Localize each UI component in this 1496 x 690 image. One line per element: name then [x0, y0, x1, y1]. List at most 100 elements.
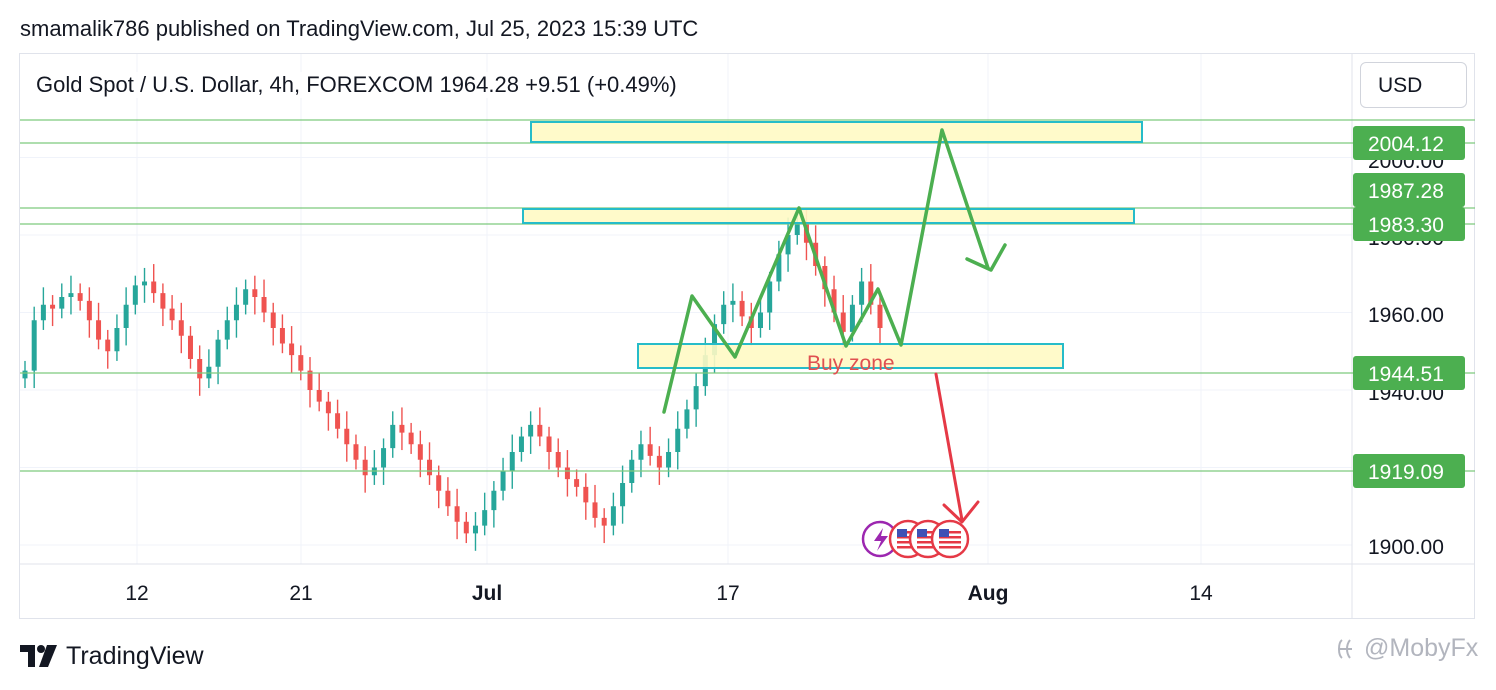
- horizontal-levels: [20, 119, 1475, 472]
- candle-body: [362, 459, 368, 476]
- candle-body: [399, 424, 405, 433]
- time-axis: 12 21 Jul 17 Aug 14: [125, 582, 1213, 605]
- candle-body: [528, 424, 534, 437]
- currency-button[interactable]: USD: [1360, 62, 1467, 108]
- candle-body: [555, 452, 561, 468]
- buy-zone-label: Buy zone: [807, 352, 895, 375]
- projection-arrow-head: [965, 243, 1007, 272]
- time-axis-label: 21: [289, 582, 312, 605]
- price-level-tag: 1944.51: [1353, 356, 1465, 390]
- price-zone: [530, 121, 1143, 143]
- candle-body: [344, 428, 350, 445]
- candle-body: [261, 297, 267, 313]
- candle-body: [381, 448, 387, 468]
- price-level-tag: 1983.30: [1353, 207, 1465, 241]
- candle-body: [325, 401, 331, 414]
- candle-body: [86, 300, 92, 321]
- candle-body: [77, 293, 83, 301]
- candle-body: [160, 293, 166, 309]
- symbol-title[interactable]: Gold Spot / U.S. Dollar, 4h, FOREXCOM 19…: [36, 72, 677, 98]
- candle-body: [454, 506, 460, 522]
- price-level-tag: 2004.12: [1353, 126, 1465, 160]
- us-flag-event-icon: [930, 519, 970, 559]
- candle-body: [592, 502, 598, 518]
- candle-body: [647, 444, 653, 456]
- candle-body: [224, 320, 230, 340]
- price-zones: Buy zone: [522, 121, 1143, 375]
- candle-body: [243, 289, 249, 305]
- price-axis-label: 1960.00: [1368, 304, 1444, 327]
- time-axis-label: 14: [1189, 582, 1213, 605]
- price-level-tag: 1987.28: [1353, 173, 1465, 207]
- candle-body: [436, 475, 442, 491]
- candle-body: [868, 281, 874, 305]
- candle-body: [59, 297, 65, 309]
- candle-body: [482, 510, 488, 526]
- projection-drawings: [662, 128, 1007, 524]
- candle-body: [114, 328, 120, 352]
- candle-body: [684, 409, 690, 429]
- candle-body: [840, 312, 846, 332]
- candle-body: [132, 285, 138, 305]
- candle-body: [233, 304, 239, 321]
- candle-body: [279, 328, 285, 344]
- tradingview-logo-icon: [20, 645, 57, 667]
- price-level-tag: 1919.09: [1353, 454, 1465, 488]
- flag-canton: [897, 529, 907, 537]
- candle-body: [831, 289, 837, 313]
- candle-body: [178, 320, 184, 336]
- candle-body: [500, 471, 506, 491]
- price-level-tag-text: 1944.51: [1368, 363, 1444, 386]
- candle-body: [537, 424, 543, 437]
- candle-body: [822, 266, 828, 290]
- candle-body: [693, 386, 699, 410]
- tradingview-logo[interactable]: TradingView: [20, 642, 204, 670]
- candle-body: [142, 281, 148, 286]
- lightning-icon: [874, 528, 888, 551]
- candle-body: [574, 479, 580, 487]
- candle-body: [96, 320, 102, 340]
- price-level-tag-bg: [1353, 207, 1465, 241]
- time-axis-label: Aug: [968, 582, 1009, 605]
- candle-body: [22, 370, 28, 379]
- flag-stripe: [939, 536, 961, 539]
- flag-canton: [939, 529, 949, 537]
- price-level-tag-bg: [1353, 173, 1465, 207]
- candle-body: [123, 304, 129, 328]
- candle-body: [583, 486, 589, 503]
- candle-body: [666, 452, 672, 468]
- price-level-tag-text: 1983.30: [1368, 214, 1444, 237]
- flag-stripe: [917, 531, 939, 534]
- time-axis-label: 12: [125, 582, 148, 605]
- candle-body: [702, 355, 708, 387]
- candle-body: [730, 300, 736, 305]
- candle-body: [620, 483, 626, 507]
- event-icon-ring: [930, 519, 970, 559]
- candle-body: [721, 304, 727, 325]
- candle-body: [776, 254, 782, 282]
- chart-frame[interactable]: [19, 53, 1475, 619]
- candle-body: [417, 444, 423, 460]
- candle-body: [105, 339, 111, 352]
- candle-series: [22, 209, 883, 551]
- candle-body: [353, 444, 359, 460]
- price-axis: 2000.001980.001960.001940.001900.002004.…: [1353, 126, 1465, 559]
- candle-body: [739, 300, 745, 317]
- candle-body: [491, 490, 497, 511]
- flag-stripe: [897, 536, 919, 539]
- price-axis-label: 1900.00: [1368, 536, 1444, 559]
- candle-body: [877, 304, 883, 328]
- flag-stripe: [897, 531, 919, 534]
- price-zone: [637, 343, 1064, 369]
- candle-body: [638, 444, 644, 460]
- candle-body: [859, 281, 865, 305]
- flag-stripe: [897, 541, 919, 544]
- candle-body: [335, 413, 341, 429]
- candle-body: [472, 525, 478, 534]
- candle-body: [794, 223, 800, 235]
- flag-canton: [917, 529, 927, 537]
- candle-body: [463, 521, 469, 534]
- bearish-arrow-head: [942, 500, 980, 524]
- candle-body: [546, 436, 552, 452]
